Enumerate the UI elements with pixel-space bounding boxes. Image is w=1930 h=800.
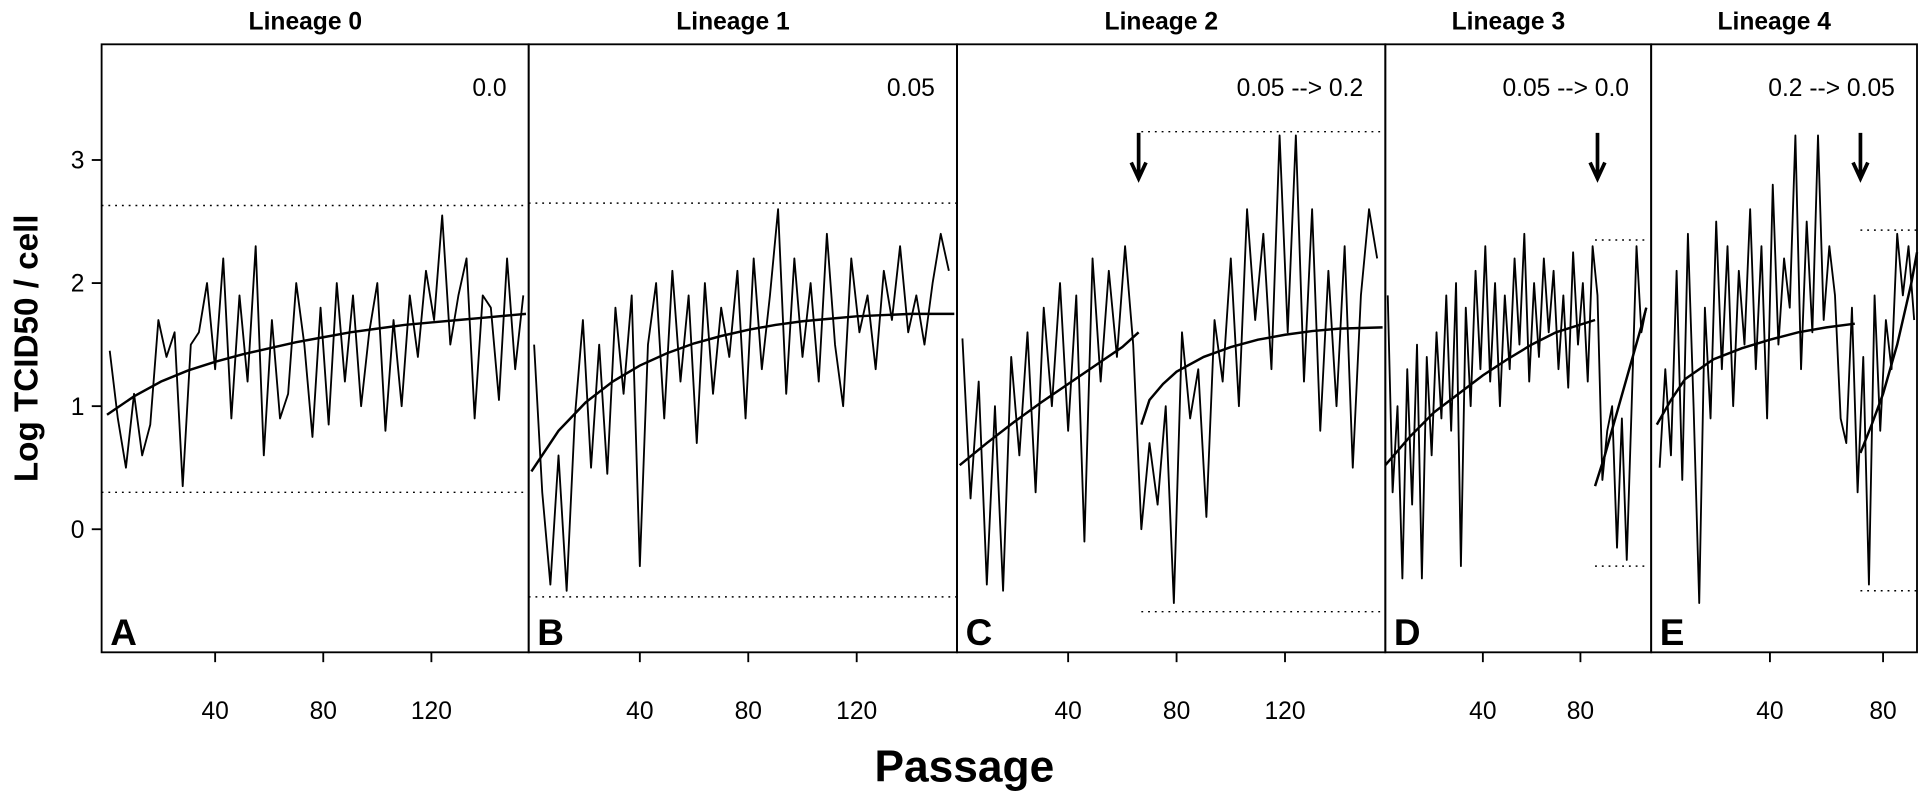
fit-curve — [106, 312, 527, 416]
data-line — [1658, 134, 1916, 604]
annotation: 0.05 --> 0.0 — [1502, 75, 1629, 102]
annotation: 0.2 --> 0.05 — [1768, 75, 1895, 102]
panel-frame — [1650, 43, 1918, 654]
data-line — [961, 134, 1379, 604]
annotation: 0.05 — [887, 75, 935, 102]
panel-frame — [1384, 43, 1653, 654]
x-tick-label: 80 — [1869, 698, 1896, 725]
panel-label: A — [110, 612, 137, 653]
x-axis-label: Passage — [874, 743, 1054, 792]
x-tick-label: 80 — [1567, 698, 1594, 725]
x-tick-label: 40 — [201, 698, 228, 725]
x-tick-label: 80 — [1163, 698, 1190, 725]
fit-curve — [1859, 252, 1919, 454]
x-tick-label: 40 — [626, 698, 653, 725]
panel-frame — [527, 43, 958, 654]
data-line — [108, 214, 525, 488]
y-tick-label: 2 — [71, 271, 85, 298]
fit-curve — [1655, 322, 1855, 426]
panel-label: C — [966, 612, 993, 653]
arrow — [1129, 132, 1148, 183]
x-tick-label: 40 — [1469, 698, 1496, 725]
panel-title: Lineage 3 — [1452, 9, 1566, 36]
y-tick-label: 3 — [71, 148, 85, 175]
x-tick-label: 120 — [1264, 698, 1305, 725]
fit-curve — [530, 312, 955, 473]
panel-title: Lineage 4 — [1717, 9, 1831, 36]
fit-curve — [1593, 307, 1648, 487]
panel-frame — [100, 43, 530, 654]
panel-title: Lineage 0 — [249, 9, 363, 36]
x-tick-label: 40 — [1756, 698, 1783, 725]
x-tick-label: 120 — [836, 698, 877, 725]
annotation: 0.05 --> 0.2 — [1237, 75, 1364, 102]
fit-curve — [958, 331, 1140, 467]
x-tick-label: 40 — [1054, 698, 1081, 725]
arrow — [1851, 132, 1870, 183]
x-tick-label: 120 — [411, 698, 452, 725]
data-line — [1386, 232, 1648, 580]
y-tick-label: 0 — [71, 517, 85, 544]
arrow — [1588, 132, 1607, 183]
panel-label: D — [1394, 612, 1421, 653]
x-tick-label: 80 — [735, 698, 762, 725]
fit-curve — [1140, 326, 1383, 426]
panel-label: B — [537, 612, 564, 653]
fit-curve — [1384, 318, 1596, 467]
panel-title: Lineage 2 — [1105, 9, 1219, 36]
panel-title: Lineage 1 — [676, 9, 790, 36]
y-axis-label: Log TCID50 / cell — [9, 214, 46, 482]
y-tick-label: 1 — [71, 394, 85, 421]
x-tick-label: 80 — [310, 698, 337, 725]
panel-frame — [956, 43, 1387, 654]
panel-label: E — [1660, 612, 1685, 653]
annotation: 0.0 — [472, 75, 506, 102]
data-line — [533, 208, 950, 592]
